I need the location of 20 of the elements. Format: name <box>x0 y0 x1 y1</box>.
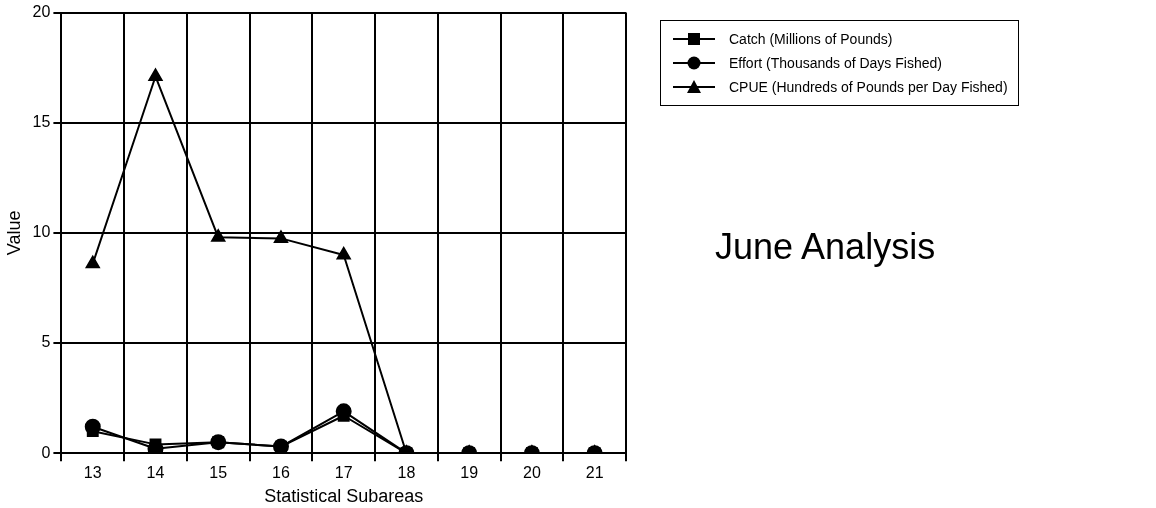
y-tick-label: 10 <box>32 223 51 241</box>
legend-label: CPUE (Hundreds of Pounds per Day Fished) <box>729 79 1008 95</box>
x-tick-label: 19 <box>460 464 479 482</box>
x-tick-label: 15 <box>209 464 228 482</box>
text: June Analysis <box>715 226 936 268</box>
x-axis-title: Statistical Subareas <box>264 486 424 507</box>
y-tick-label: 0 <box>41 443 51 461</box>
x-tick-label: 18 <box>397 464 416 482</box>
x-tick-label: 21 <box>585 464 604 482</box>
y-tick-label: 20 <box>32 3 51 21</box>
x-tick-label: 17 <box>334 464 353 482</box>
y-tick-label: 15 <box>32 113 51 131</box>
y-tick-label: 5 <box>41 333 51 351</box>
legend-label: Catch (Millions of Pounds) <box>729 31 893 47</box>
legend-label: Effort (Thousands of Days Fished) <box>729 55 942 71</box>
x-tick-label: 16 <box>272 464 290 482</box>
x-tick-label: 13 <box>83 464 102 482</box>
x-tick-label: 20 <box>523 464 541 482</box>
x-tick-label: 14 <box>146 464 165 482</box>
y-axis-title: Value <box>3 210 24 256</box>
